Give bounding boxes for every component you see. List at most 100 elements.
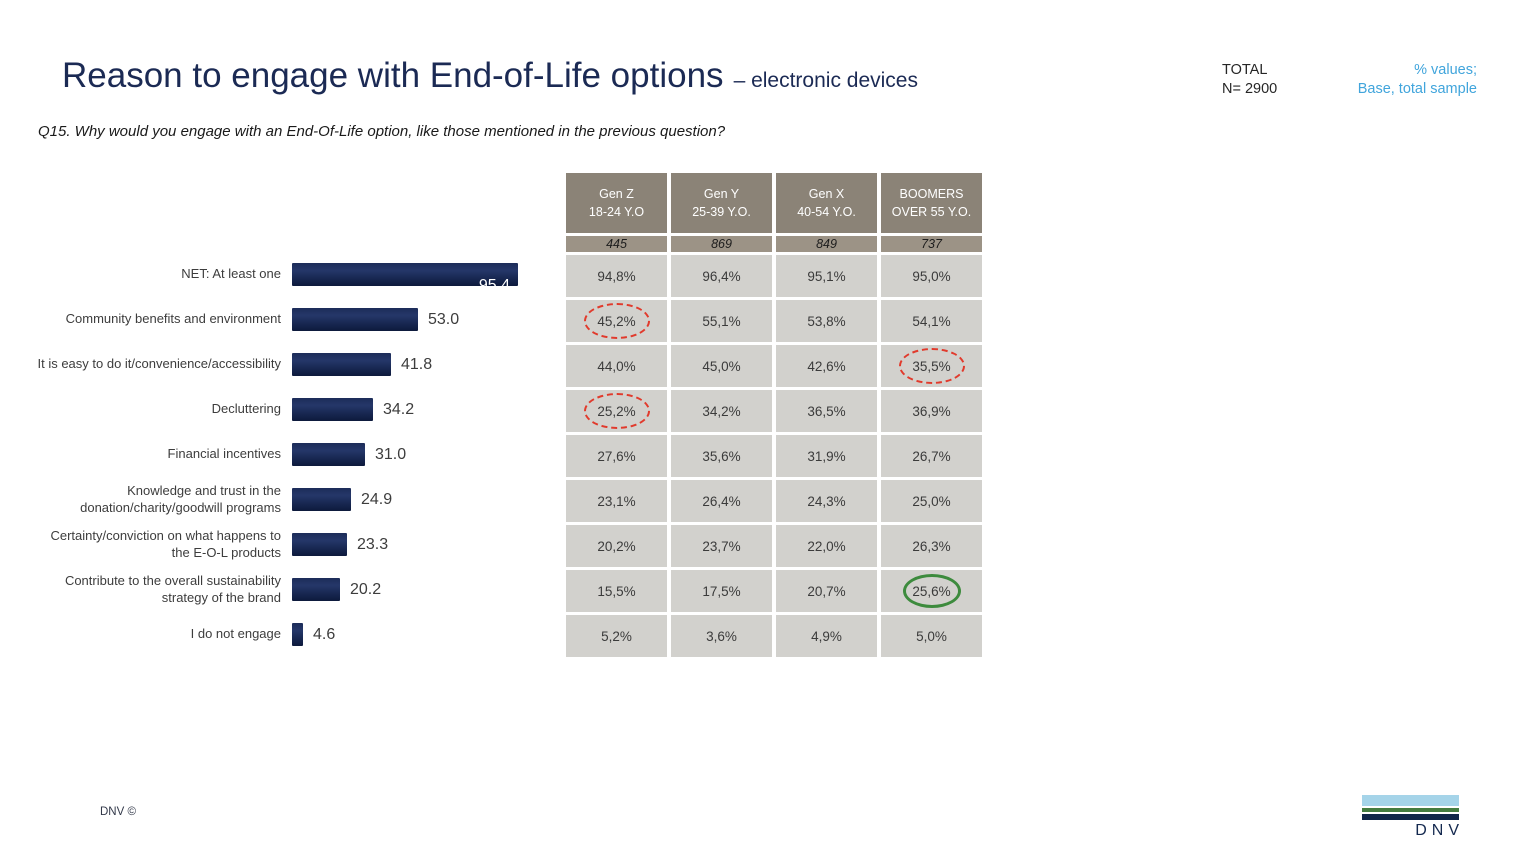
table-cell: 34,2% [671, 390, 772, 432]
note-line-1: % values; [1414, 62, 1477, 78]
cell-value: 5,0% [916, 628, 947, 644]
title-main: Reason to engage with End-of-Life option… [62, 56, 724, 95]
cell-value: 26,3% [912, 538, 951, 554]
total-label: TOTAL [1222, 62, 1268, 78]
cell-value: 42,6% [807, 358, 846, 374]
chart-row: Community benefits and environment 53.0 [30, 297, 560, 342]
table-cell: 15,5% [566, 570, 667, 612]
table-cell: 17,5% [671, 570, 772, 612]
table-base-cell: 445 [566, 236, 667, 252]
bar-zone: 95.4 [292, 252, 560, 297]
table-cell: 25,2% [566, 390, 667, 432]
bar-value-label: 41.8 [401, 356, 433, 373]
bar-zone: 4.6 [292, 612, 560, 657]
bar-value-label: 24.9 [361, 491, 393, 508]
cell-value: 54,1% [912, 313, 951, 329]
column-age: OVER 55 Y.O. [891, 205, 972, 219]
cell-value: 35,5% [912, 358, 951, 374]
table-cell: 20,2% [566, 525, 667, 567]
table-cell: 26,7% [881, 435, 982, 477]
title-subtitle: – electronic devices [733, 69, 918, 92]
table-base-cell: 869 [671, 236, 772, 252]
cell-value: 17,5% [702, 583, 741, 599]
dnv-logo: DNV [1362, 795, 1459, 840]
chart-row: Financial incentives 31.0 [30, 432, 560, 477]
cell-value: 4,9% [811, 628, 842, 644]
cell-value: 45,2% [597, 313, 636, 329]
cell-value: 45,0% [702, 358, 741, 374]
cell-value: 55,1% [702, 313, 741, 329]
bar-chart: NET: At least one 95.4 Community benefit… [30, 252, 560, 657]
cell-value: 36,9% [912, 403, 951, 419]
column-name: Gen Y [703, 186, 740, 201]
bar-value-label: 23.3 [357, 536, 389, 553]
column-name: BOOMERS [899, 186, 964, 201]
table-cell: 23,7% [671, 525, 772, 567]
bar-value-label: 4.6 [313, 626, 336, 643]
bar-category-label: Community benefits and environment [65, 311, 281, 327]
table-cell: 4,9% [776, 615, 877, 657]
column-name: Gen X [808, 186, 845, 201]
table-cell: 94,8% [566, 255, 667, 297]
cell-value: 15,5% [597, 583, 636, 599]
bar-category-label: Certainty/conviction on what happens to … [50, 528, 281, 560]
table-column-header: Gen X 40-54 Y.O. [776, 173, 877, 233]
column-name: Gen Z [599, 186, 634, 201]
cell-value: 53,8% [807, 313, 846, 329]
cell-value: 35,6% [702, 448, 741, 464]
table-cell: 95,0% [881, 255, 982, 297]
cell-value: 3,6% [706, 628, 737, 644]
cell-value: 25,2% [597, 403, 636, 419]
cell-value: 26,4% [702, 493, 741, 509]
cell-value: 23,1% [597, 493, 636, 509]
cell-value: 20,7% [807, 583, 846, 599]
table-cell: 31,9% [776, 435, 877, 477]
bar-category-label: NET: At least one [181, 266, 281, 282]
logo-green-bar-icon [1362, 808, 1459, 812]
bar [292, 353, 391, 376]
bar-category-label: It is easy to do it/convenience/accessib… [37, 356, 281, 372]
table-base-cell: 737 [881, 236, 982, 252]
cell-value: 44,0% [597, 358, 636, 374]
table-cell: 20,7% [776, 570, 877, 612]
bar-zone: 31.0 [292, 432, 560, 477]
table-cell: 5,2% [566, 615, 667, 657]
bar-zone: 41.8 [292, 342, 560, 387]
bar [292, 398, 373, 421]
bar [292, 308, 418, 331]
table-cell: 44,0% [566, 345, 667, 387]
table-cell: 42,6% [776, 345, 877, 387]
total-n: N= 2900 [1222, 80, 1278, 97]
cell-value: 36,5% [807, 403, 846, 419]
table-cell: 55,1% [671, 300, 772, 342]
bar-zone: 24.9 [292, 477, 560, 522]
bar [292, 488, 351, 511]
bar-category-label: I do not engage [190, 626, 281, 642]
values-note-block: % values; Base, total sample [1358, 61, 1477, 99]
logo-wordmark: DNV [1415, 822, 1464, 839]
table-cell: 35,6% [671, 435, 772, 477]
table-cell: 96,4% [671, 255, 772, 297]
cell-value: 25,0% [912, 493, 951, 509]
table-cell: 25,6% [881, 570, 982, 612]
logo-blue-bar-icon [1362, 795, 1459, 806]
column-age: 40-54 Y.O. [797, 205, 856, 219]
total-sample-block: TOTAL N= 2900 [1222, 61, 1277, 99]
cell-value: 34,2% [702, 403, 741, 419]
table-cell: 36,9% [881, 390, 982, 432]
table-column-header: Gen Z 18-24 Y.O [566, 173, 667, 233]
column-age: 25-39 Y.O. [692, 205, 751, 219]
bar-zone: 34.2 [292, 387, 560, 432]
table-column-header: Gen Y 25-39 Y.O. [671, 173, 772, 233]
page-title: Reason to engage with End-of-Life option… [62, 56, 918, 96]
cell-value: 20,2% [597, 538, 636, 554]
bar-zone: 20.2 [292, 567, 560, 612]
cell-value: 27,6% [597, 448, 636, 464]
cell-value: 23,7% [702, 538, 741, 554]
bar-category-label: Contribute to the overall sustainability… [64, 573, 281, 605]
table-cell: 45,0% [671, 345, 772, 387]
chart-row: I do not engage 4.6 [30, 612, 560, 657]
cell-value: 25,6% [912, 583, 951, 599]
bar-zone: 23.3 [292, 522, 560, 567]
bar: 95.4 [292, 263, 518, 294]
